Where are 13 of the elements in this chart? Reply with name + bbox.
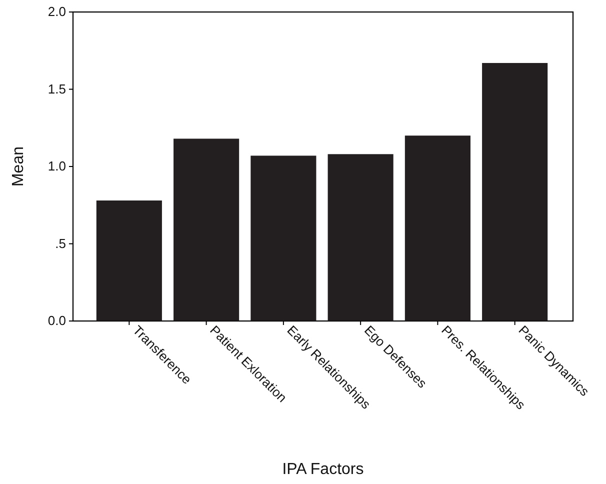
- x-axis-title: IPA Factors: [282, 461, 364, 478]
- bar: [250, 156, 316, 321]
- y-tick-label: 1.5: [48, 81, 66, 96]
- bar: [174, 138, 240, 321]
- y-tick-label: 1.0: [48, 158, 66, 174]
- bar: [404, 136, 470, 321]
- bar: [96, 200, 162, 321]
- y-axis-title: Mean: [10, 146, 27, 187]
- bar: [328, 154, 394, 321]
- y-tick-label: 0.0: [48, 313, 66, 328]
- y-tick-label: 2.0: [48, 4, 66, 20]
- y-tick-label: .5: [55, 236, 66, 251]
- bar: [482, 62, 548, 321]
